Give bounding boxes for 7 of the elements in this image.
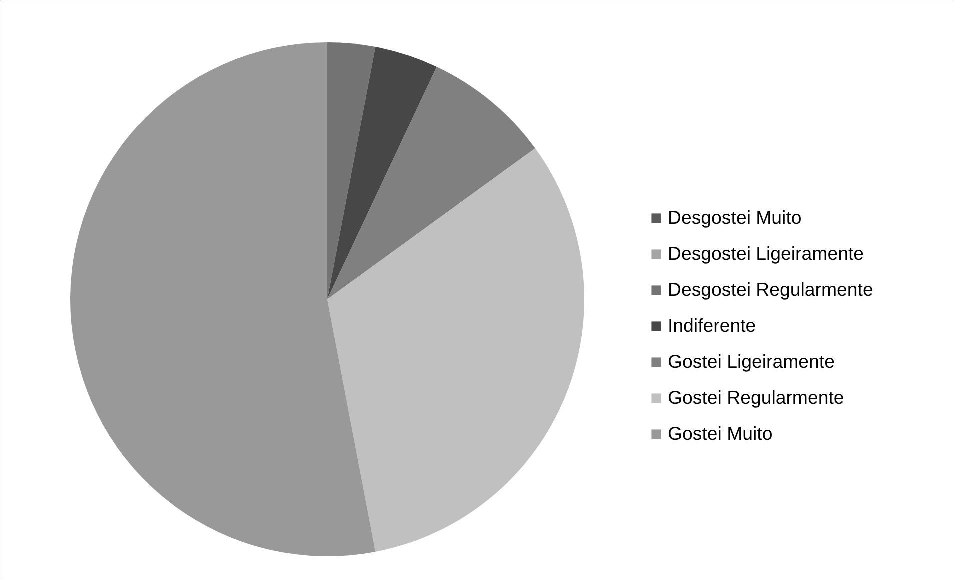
legend-label: Desgostei Ligeiramente: [668, 243, 864, 265]
legend-label: Gostei Ligeiramente: [668, 351, 835, 373]
legend-label: Gostei Regularmente: [668, 387, 844, 409]
legend-label: Gostei Muito: [668, 423, 773, 445]
legend-label: Indiferente: [668, 315, 756, 337]
legend-label: Desgostei Muito: [668, 207, 802, 229]
legend-label: Desgostei Regularmente: [668, 279, 874, 301]
